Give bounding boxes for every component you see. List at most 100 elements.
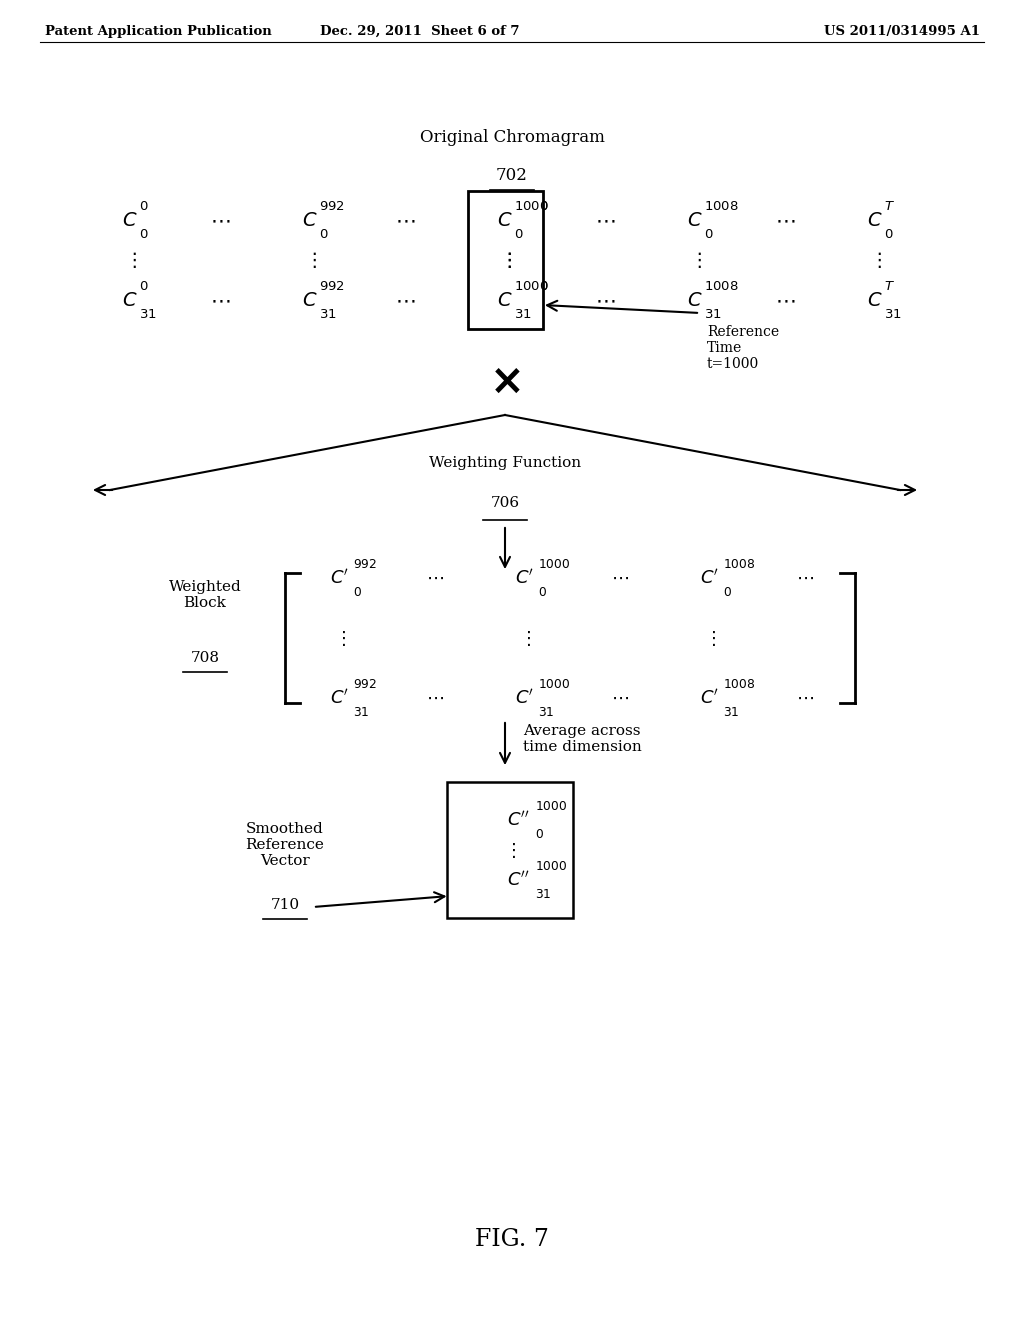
Text: $0$: $0$ <box>139 227 148 240</box>
Text: $\vdots$: $\vdots$ <box>705 628 716 648</box>
Text: $C$: $C$ <box>122 290 138 309</box>
Text: $1008$: $1008$ <box>723 557 756 570</box>
Text: $\vdots$: $\vdots$ <box>519 628 530 648</box>
Text: $0$: $0$ <box>139 199 148 213</box>
Text: 708: 708 <box>190 651 219 665</box>
Text: $\vdots$: $\vdots$ <box>334 628 346 648</box>
Text: $31$: $31$ <box>319 308 337 321</box>
Text: $\cdots$: $\cdots$ <box>426 569 444 587</box>
Text: $1000$: $1000$ <box>535 859 567 873</box>
Text: $992$: $992$ <box>353 677 377 690</box>
FancyBboxPatch shape <box>468 191 543 329</box>
Text: $\cdots$: $\cdots$ <box>796 569 814 587</box>
Text: $1000$: $1000$ <box>535 800 567 813</box>
Text: $\cdots$: $\cdots$ <box>395 210 416 230</box>
Text: $31$: $31$ <box>705 308 722 321</box>
Text: $C'$: $C'$ <box>700 569 720 587</box>
Text: $\mathbf{\times}$: $\mathbf{\times}$ <box>489 360 521 403</box>
Text: Original Chromagram: Original Chromagram <box>420 129 604 147</box>
Text: $C$: $C$ <box>302 210 317 230</box>
Text: $0$: $0$ <box>514 227 523 240</box>
Text: $C$: $C$ <box>498 210 513 230</box>
Text: $C$: $C$ <box>122 210 138 230</box>
Text: $0$: $0$ <box>514 227 523 240</box>
Text: 710: 710 <box>270 898 300 912</box>
Text: Average across
time dimension: Average across time dimension <box>523 723 642 754</box>
Text: $1008$: $1008$ <box>723 677 756 690</box>
Text: $C'$: $C'$ <box>331 569 349 587</box>
Text: $T$: $T$ <box>884 199 895 213</box>
Text: $\vdots$: $\vdots$ <box>688 249 701 271</box>
Text: $0$: $0$ <box>705 227 714 240</box>
Text: $C$: $C$ <box>687 210 702 230</box>
Text: $C$: $C$ <box>498 290 513 309</box>
Text: $\cdots$: $\cdots$ <box>775 210 796 230</box>
Text: $\vdots$: $\vdots$ <box>499 249 511 271</box>
Text: $\cdots$: $\cdots$ <box>210 210 230 230</box>
Text: $0$: $0$ <box>723 586 732 598</box>
Text: $31$: $31$ <box>723 705 739 718</box>
Text: $1000$: $1000$ <box>538 557 570 570</box>
Text: Dec. 29, 2011  Sheet 6 of 7: Dec. 29, 2011 Sheet 6 of 7 <box>321 25 520 38</box>
Text: $0$: $0$ <box>535 828 544 841</box>
Text: $\vdots$: $\vdots$ <box>499 249 511 271</box>
Text: $1000$: $1000$ <box>514 199 549 213</box>
Text: 706: 706 <box>490 496 519 510</box>
Text: $C$: $C$ <box>302 290 317 309</box>
Text: Smoothed
Reference
Vector: Smoothed Reference Vector <box>246 822 325 869</box>
Text: $31$: $31$ <box>538 705 554 718</box>
Text: $C$: $C$ <box>498 210 513 230</box>
Text: $1000$: $1000$ <box>514 280 549 293</box>
Text: $\cdots$: $\cdots$ <box>796 689 814 708</box>
Text: $C''$: $C''$ <box>507 870 529 890</box>
Text: $1000$: $1000$ <box>514 199 549 213</box>
Text: $C$: $C$ <box>867 210 883 230</box>
Text: $31$: $31$ <box>535 887 551 900</box>
Text: $\cdots$: $\cdots$ <box>611 689 629 708</box>
Text: $T$: $T$ <box>884 280 895 293</box>
Text: $\vdots$: $\vdots$ <box>504 841 516 859</box>
Text: Reference
Time
t=1000: Reference Time t=1000 <box>707 325 779 371</box>
Text: $C$: $C$ <box>498 290 513 309</box>
Text: $C$: $C$ <box>687 290 702 309</box>
Text: $31$: $31$ <box>139 308 157 321</box>
Text: FIG. 7: FIG. 7 <box>475 1229 549 1251</box>
Text: $1008$: $1008$ <box>705 199 738 213</box>
Text: $1000$: $1000$ <box>538 677 570 690</box>
Text: $31$: $31$ <box>514 308 531 321</box>
Text: $C'$: $C'$ <box>700 689 720 708</box>
Text: $31$: $31$ <box>884 308 902 321</box>
FancyBboxPatch shape <box>447 781 572 917</box>
Text: Weighting Function: Weighting Function <box>429 455 581 470</box>
Text: $992$: $992$ <box>319 199 345 213</box>
Text: Patent Application Publication: Patent Application Publication <box>45 25 271 38</box>
Text: $C''$: $C''$ <box>507 810 529 829</box>
Text: $\cdots$: $\cdots$ <box>611 569 629 587</box>
Text: $\cdots$: $\cdots$ <box>395 290 416 310</box>
Text: Weighted
Block: Weighted Block <box>169 579 242 610</box>
Text: $0$: $0$ <box>139 280 148 293</box>
Text: $0$: $0$ <box>538 586 547 598</box>
Text: $\cdots$: $\cdots$ <box>210 290 230 310</box>
Text: $31$: $31$ <box>514 308 531 321</box>
Text: $992$: $992$ <box>353 557 377 570</box>
Text: $\cdots$: $\cdots$ <box>595 290 615 310</box>
Text: $\cdots$: $\cdots$ <box>426 689 444 708</box>
Text: $\vdots$: $\vdots$ <box>124 249 136 271</box>
Text: $0$: $0$ <box>353 586 361 598</box>
Text: $C'$: $C'$ <box>331 689 349 708</box>
Text: $992$: $992$ <box>319 280 345 293</box>
Text: $\vdots$: $\vdots$ <box>868 249 882 271</box>
Text: US 2011/0314995 A1: US 2011/0314995 A1 <box>824 25 980 38</box>
Text: $0$: $0$ <box>319 227 329 240</box>
Text: $\cdots$: $\cdots$ <box>595 210 615 230</box>
Text: $C'$: $C'$ <box>515 569 535 587</box>
Text: $0$: $0$ <box>884 227 894 240</box>
Text: $31$: $31$ <box>353 705 370 718</box>
Text: $C$: $C$ <box>867 290 883 309</box>
Text: $C'$: $C'$ <box>515 689 535 708</box>
Text: $\cdots$: $\cdots$ <box>775 290 796 310</box>
Text: $1008$: $1008$ <box>705 280 738 293</box>
Text: 702: 702 <box>496 168 528 185</box>
Text: $1000$: $1000$ <box>514 280 549 293</box>
